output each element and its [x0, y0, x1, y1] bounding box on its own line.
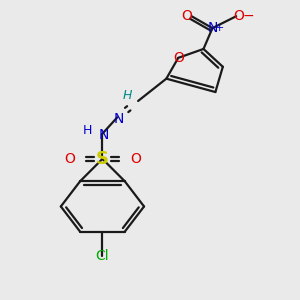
Text: H: H	[83, 124, 92, 137]
Text: H: H	[123, 88, 132, 101]
Text: O: O	[64, 152, 75, 166]
Text: N: N	[114, 112, 124, 126]
Text: O: O	[130, 152, 141, 166]
Text: O: O	[182, 9, 193, 23]
Text: −: −	[243, 9, 254, 23]
Text: O: O	[173, 51, 184, 65]
Text: N: N	[207, 21, 218, 35]
Text: O: O	[234, 9, 244, 23]
Text: +: +	[215, 22, 224, 32]
Text: N: N	[99, 128, 109, 142]
Text: S: S	[96, 150, 109, 168]
Text: Cl: Cl	[96, 248, 109, 262]
